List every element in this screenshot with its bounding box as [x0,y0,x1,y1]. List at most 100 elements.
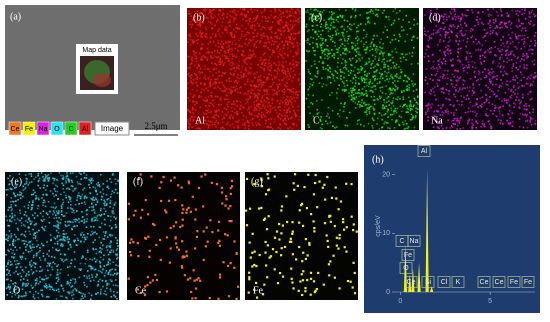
map-dot [237,74,239,76]
map-dot [379,57,381,59]
map-dot [84,296,86,298]
map-dot [94,220,96,222]
map-dot [463,40,465,42]
panel-label: (d) [429,12,441,23]
map-dot [511,50,513,52]
map-dot [328,50,330,52]
map-dot [274,16,276,18]
map-dot [93,280,95,282]
map-dot [27,283,29,285]
map-dot [381,73,383,75]
map-dot [107,264,109,266]
map-dot [228,45,230,47]
map-dot [281,247,283,249]
map-dot [381,87,383,89]
map-dot [443,74,445,76]
map-dot [100,191,102,193]
map-dot [116,249,118,251]
map-dot [365,23,367,25]
map-dot [413,36,415,38]
map-dot [286,104,288,106]
map-dot [9,288,11,290]
map-dot [274,77,276,79]
map-dot [288,109,290,111]
map-dot [271,64,273,66]
map-dot [215,16,217,18]
map-dot [233,11,235,13]
map-dot [499,113,501,115]
map-dot [201,47,203,49]
map-dot [35,223,37,225]
map-dot [481,63,483,65]
map-dot [204,68,206,70]
map-dot [56,282,58,284]
map-dot [408,126,410,128]
map-dot [523,114,525,116]
map-dot [62,204,64,206]
map-dot [325,25,327,27]
map-dot [355,107,357,109]
map-dot [459,122,461,124]
map-dot [201,72,203,74]
map-dot [264,107,266,109]
map-dot [36,270,38,272]
map-dot [284,53,286,55]
map-dot [209,84,211,86]
map-dot [260,82,262,84]
map-dot [6,266,8,268]
map-dot [508,60,510,62]
map-dot [391,76,393,78]
map-dot [417,23,419,25]
map-dot [288,103,290,105]
map-dot [213,116,215,118]
map-dot [268,215,270,217]
map-dot [65,178,67,180]
map-dot [360,66,362,68]
map-dot [35,195,37,197]
map-dot [212,75,214,77]
map-dot [41,294,43,296]
map-dot [90,298,92,300]
map-dot [196,28,198,30]
map-dot [425,53,427,55]
map-dot [24,206,26,208]
map-dot [219,75,221,77]
map-dot [355,80,357,82]
map-dot [292,91,294,93]
map-dot [327,113,329,115]
map-dot [399,115,401,117]
map-dot [96,233,98,235]
map-dot [353,42,355,44]
map-dot [286,16,288,18]
map-dot [66,188,68,190]
map-dot [265,105,267,107]
map-dot [274,107,276,109]
map-dot [68,241,70,243]
map-dot [23,271,25,273]
map-dot [275,9,277,11]
map-dot [310,272,312,274]
map-dot [498,108,500,110]
map-dot [312,29,314,31]
map-dot [500,120,502,122]
map-dot [458,18,460,20]
map-dot [66,283,68,285]
map-dot [71,228,73,230]
map-dot [42,216,44,218]
map-dot [253,264,255,266]
map-dot [58,277,60,279]
map-dot [63,177,65,179]
map-dot [42,202,44,204]
map-dot [493,19,495,21]
map-dot [84,201,86,203]
map-dot [190,44,192,46]
map-dot [321,49,323,51]
map-dot [388,96,390,98]
map-dot [191,26,193,28]
map-dot [404,120,406,122]
map-dot [72,291,74,293]
map-dot [341,62,343,64]
map-dot [132,241,134,243]
map-dot [460,19,462,21]
map-dot [521,9,523,11]
